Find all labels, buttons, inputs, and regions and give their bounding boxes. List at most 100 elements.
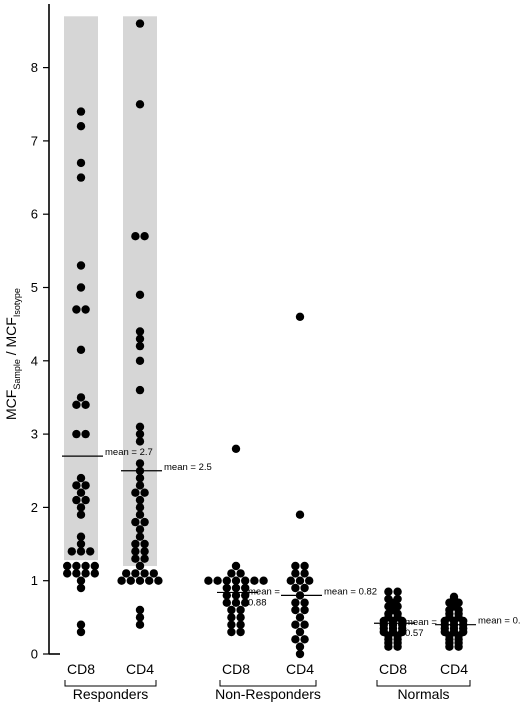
data-point [72, 429, 81, 439]
data-point [241, 591, 250, 600]
data-point [291, 620, 300, 629]
group-label: Responders [73, 686, 149, 702]
data-point [67, 547, 77, 556]
data-point [140, 554, 149, 563]
data-point [81, 561, 90, 571]
data-point [135, 532, 145, 541]
data-point [135, 495, 145, 505]
y-axis [48, 4, 60, 655]
data-point [231, 583, 241, 593]
data-point [140, 539, 149, 549]
data-point [76, 547, 86, 556]
data-point [384, 587, 393, 596]
category-label: CD4 [126, 661, 154, 677]
data-point [76, 627, 86, 637]
data-point [227, 627, 236, 637]
data-point [250, 576, 259, 585]
data-point [295, 649, 305, 659]
data-point [227, 620, 236, 629]
data-point [81, 400, 90, 409]
data-point [135, 576, 145, 585]
data-point [76, 345, 86, 354]
data-point [222, 591, 231, 600]
y-tick-label: 4 [31, 353, 38, 368]
group-label: Normals [397, 686, 449, 702]
data-point [76, 576, 86, 585]
group-bracket [219, 680, 317, 687]
data-point [236, 569, 245, 578]
data-point [154, 576, 163, 585]
data-point [300, 583, 309, 593]
data-point [300, 635, 309, 644]
y-tick-label: 1 [31, 573, 38, 588]
data-point [295, 576, 305, 585]
data-points [62, 19, 468, 659]
data-point [72, 305, 81, 314]
data-point [140, 547, 149, 556]
data-point [222, 576, 231, 585]
data-point [241, 598, 250, 607]
data-point [76, 620, 86, 629]
data-point [295, 312, 305, 321]
data-point [81, 569, 90, 578]
category-labels: CD8 CD4 CD8 CD4 CD8 CD4 [67, 661, 468, 677]
data-point [300, 561, 309, 571]
y-ticks: 0 1 2 3 4 5 6 7 8 [31, 60, 49, 662]
data-point [236, 613, 245, 622]
data-point [135, 100, 145, 109]
group-bracket [376, 680, 471, 687]
data-point [140, 232, 149, 241]
data-point [291, 598, 300, 607]
data-point [76, 488, 86, 497]
data-point [300, 620, 309, 629]
category-label: CD8 [222, 661, 250, 677]
data-point [393, 594, 402, 604]
data-point [291, 605, 300, 615]
data-point [384, 594, 393, 604]
data-point [135, 385, 145, 395]
data-point [149, 569, 158, 578]
data-point [62, 561, 72, 571]
data-point [222, 598, 231, 607]
data-point [222, 583, 231, 593]
data-point [72, 495, 81, 505]
data-point [76, 283, 86, 292]
data-point [213, 576, 222, 585]
data-point [135, 561, 145, 571]
data-point [131, 547, 140, 556]
group-bracket [64, 680, 157, 687]
data-point [62, 569, 72, 578]
data-point [295, 613, 305, 622]
data-point [135, 437, 145, 446]
data-point [135, 341, 145, 351]
category-label: CD4 [286, 661, 314, 677]
data-point [227, 605, 236, 615]
data-point [81, 481, 90, 490]
y-tick-label: 6 [31, 207, 38, 222]
mean-label: mean = 0.82 [324, 586, 377, 597]
mean-label: mean = [405, 617, 437, 628]
data-point [295, 591, 305, 600]
data-point [131, 488, 140, 497]
data-point [236, 627, 245, 637]
data-point [295, 627, 305, 637]
data-point [241, 576, 250, 585]
data-point [135, 620, 145, 629]
data-point [72, 481, 81, 490]
data-point [81, 495, 90, 505]
data-point [135, 19, 145, 28]
data-point [300, 605, 309, 615]
data-point [393, 587, 402, 596]
data-point [90, 561, 100, 571]
data-point [131, 232, 140, 241]
data-point [131, 554, 140, 563]
data-point [300, 598, 309, 607]
data-point [140, 488, 149, 497]
data-point [145, 576, 154, 585]
data-point [86, 547, 95, 556]
data-point [135, 356, 145, 365]
data-point [90, 569, 100, 578]
data-point [140, 569, 149, 578]
data-point [295, 642, 305, 651]
